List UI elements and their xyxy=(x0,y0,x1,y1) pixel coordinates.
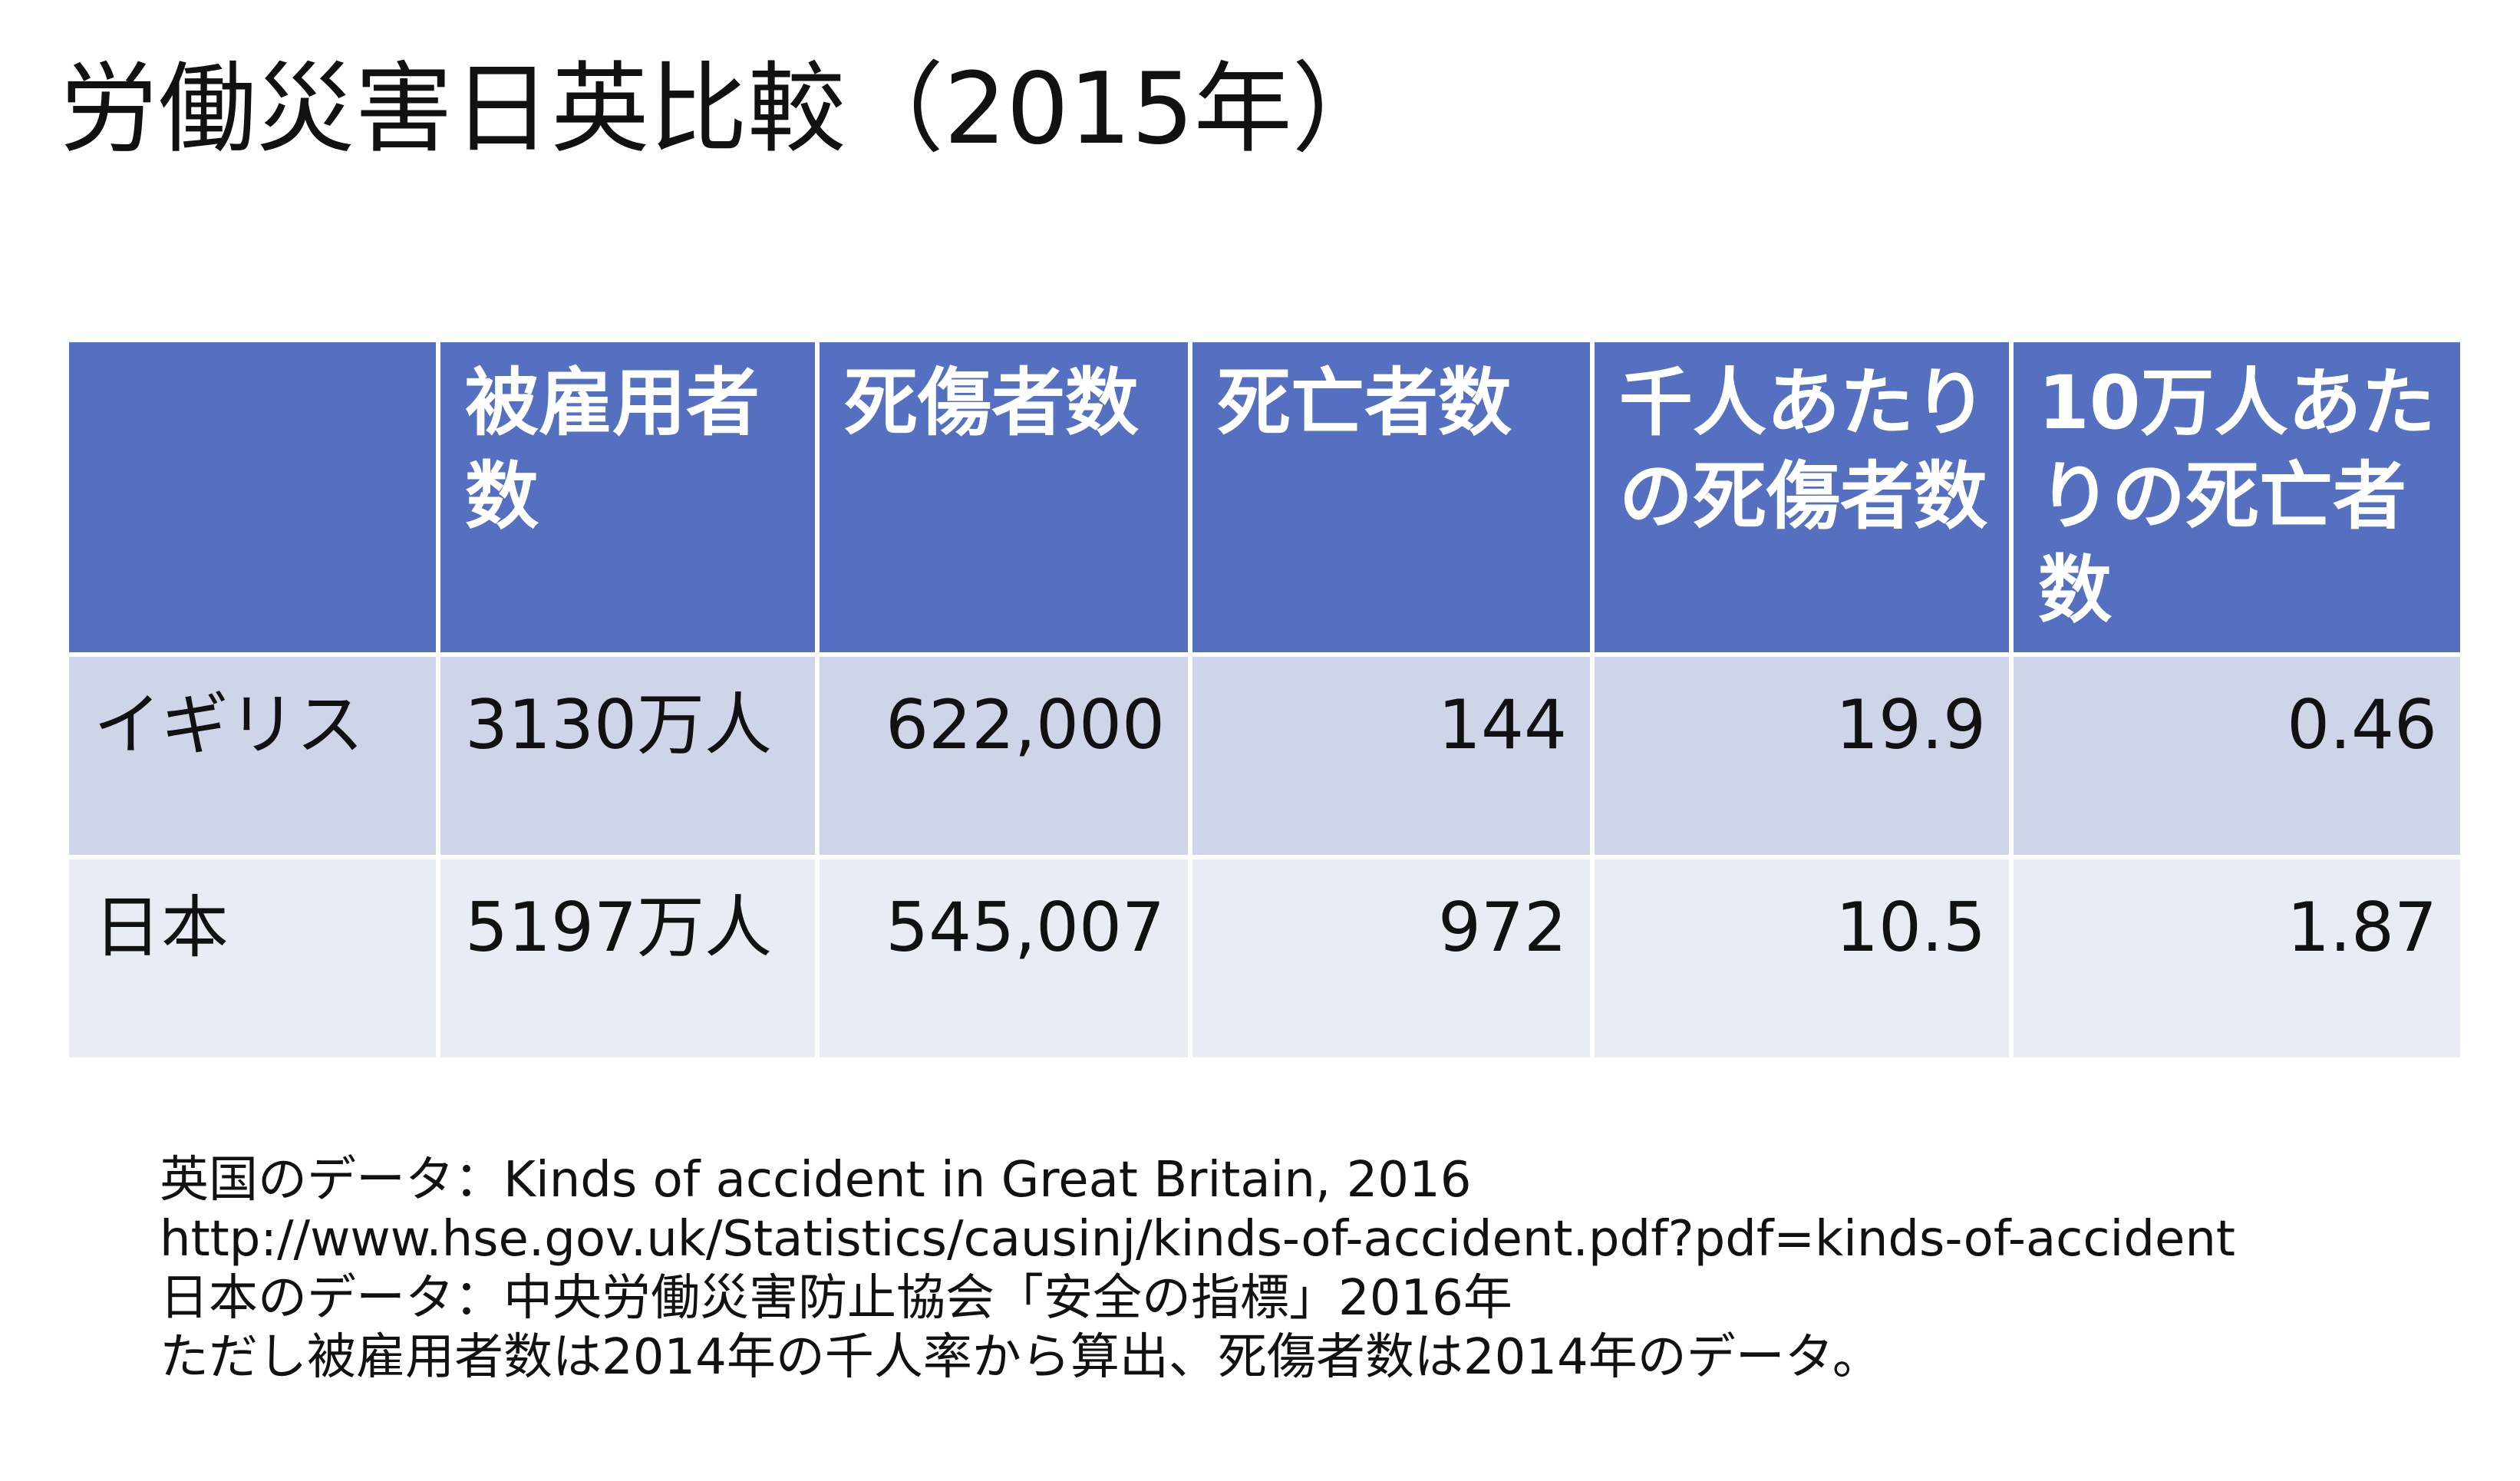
header-casualties: 死傷者数 xyxy=(815,338,1192,657)
cell-casualties: 622,000 xyxy=(815,652,1192,859)
comparison-table: 被雇用者数 死傷者数 死亡者数 千人あたりの死傷者数 10万人あたりの死亡者数 … xyxy=(64,338,2465,1062)
table-header-row: 被雇用者数 死傷者数 死亡者数 千人あたりの死傷者数 10万人あたりの死亡者数 xyxy=(64,338,2465,657)
cell-deaths: 972 xyxy=(1188,855,1595,1062)
header-employees: 被雇用者数 xyxy=(436,338,820,657)
cell-casualties-per-thousand: 19.9 xyxy=(1590,652,2014,859)
note-uk-url: http://www.hse.gov.uk/Statistics/causinj… xyxy=(160,1211,2235,1268)
header-casualties-per-thousand: 千人あたりの死傷者数 xyxy=(1590,338,2014,657)
cell-country: 日本 xyxy=(64,855,440,1062)
table-row: イギリス 3130万人 622,000 144 19.9 0.46 xyxy=(64,652,2465,859)
page-title: 労働災害日英比較（2015年） xyxy=(60,52,1390,167)
cell-casualties-per-thousand: 10.5 xyxy=(1590,855,2014,1062)
header-corner-cell xyxy=(64,338,440,657)
header-deaths: 死亡者数 xyxy=(1188,338,1595,657)
cell-employees: 5197万人 xyxy=(436,855,820,1062)
table-row: 日本 5197万人 545,007 972 10.5 1.87 xyxy=(64,855,2465,1062)
cell-casualties: 545,007 xyxy=(815,855,1192,1062)
note-caveat: ただし被雇用者数は2014年の千人率から算出、死傷者数は2014年のデータ。 xyxy=(160,1329,1882,1386)
note-japan-source: 日本のデータ：中央労働災害防止協会「安全の指標」2016年 xyxy=(160,1270,1512,1327)
note-uk-source: 英国のデータ：Kinds of accident in Great Britai… xyxy=(160,1152,1472,1209)
cell-deaths: 144 xyxy=(1188,652,1595,859)
cell-employees: 3130万人 xyxy=(436,652,820,859)
cell-deaths-per-100k: 0.46 xyxy=(2009,652,2465,859)
cell-deaths-per-100k: 1.87 xyxy=(2009,855,2465,1062)
header-deaths-per-100k: 10万人あたりの死亡者数 xyxy=(2009,338,2465,657)
source-notes: 英国のデータ：Kinds of accident in Great Britai… xyxy=(160,1151,2235,1387)
cell-country: イギリス xyxy=(64,652,440,859)
